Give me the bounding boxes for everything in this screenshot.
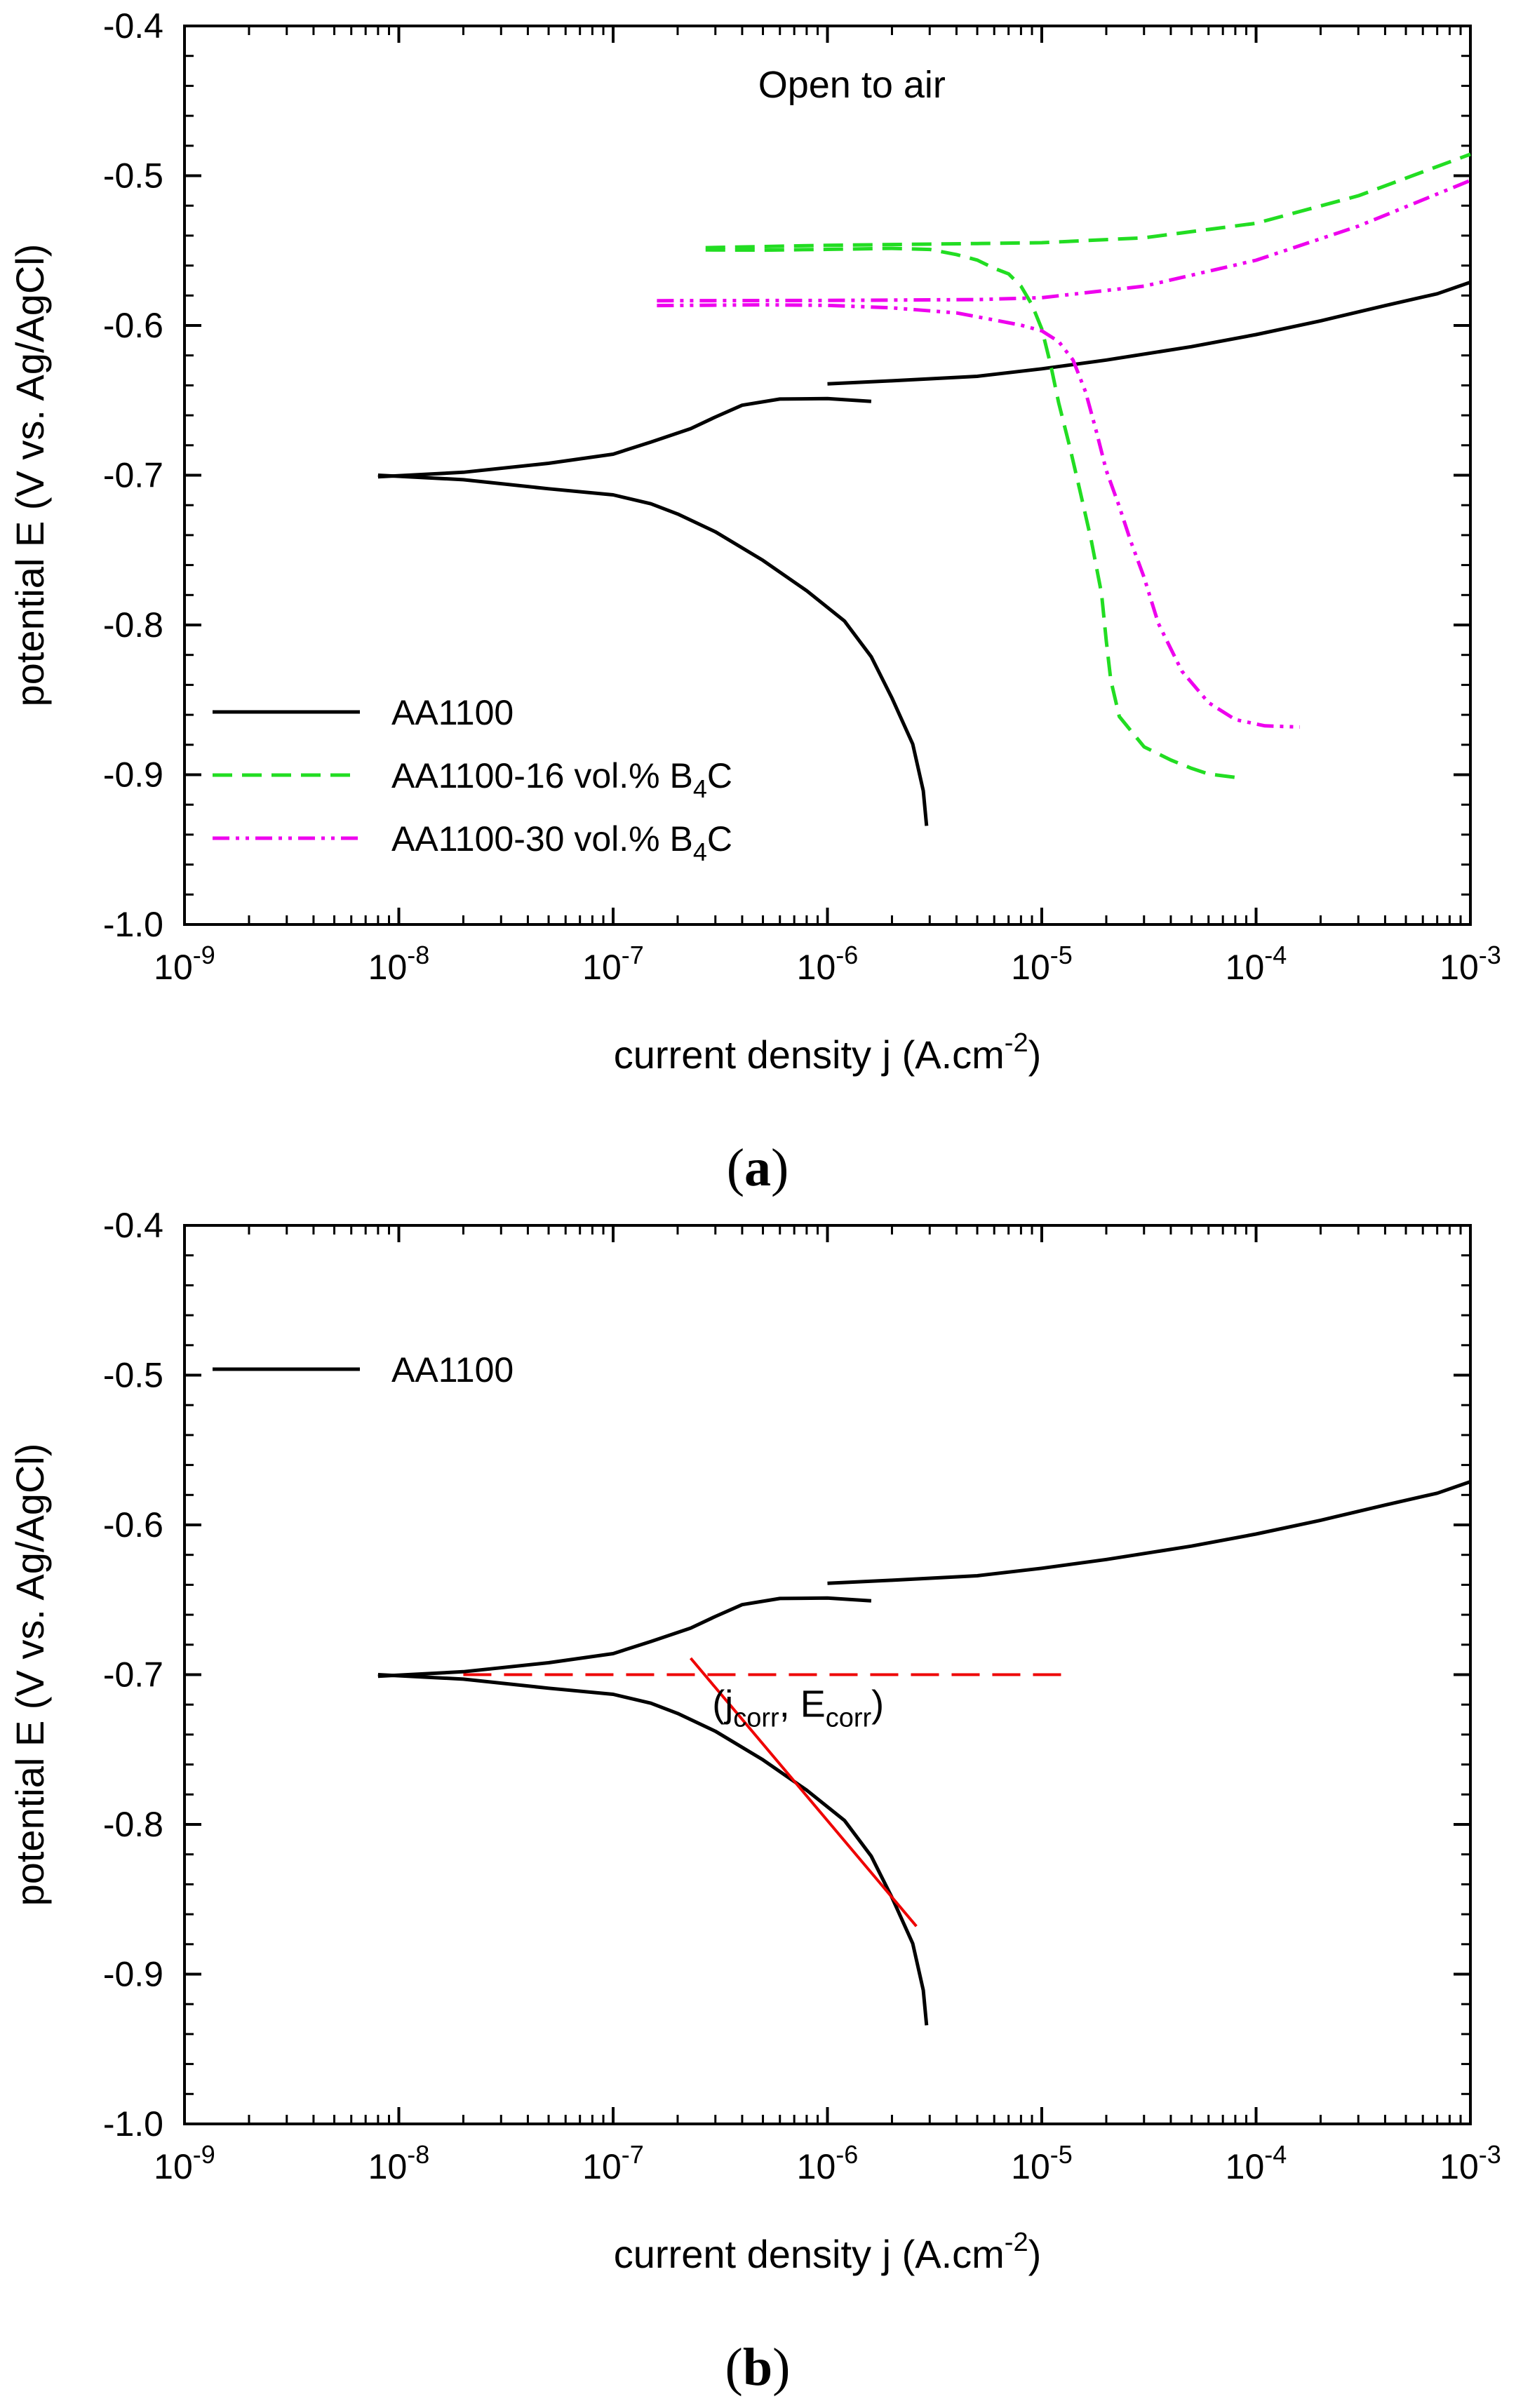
legend-entry-label: AA1100	[391, 1350, 514, 1390]
chart-panel-b: 10-9 10-8 10-7 10-6 10-5 10-4 10-3 -1.0 -0.9 -0.8…	[8, 1206, 1501, 2397]
legend-entry-label: AA1100-16 vol.% B4C	[391, 756, 732, 803]
y-tick-label: -0.8	[103, 1805, 163, 1844]
x-tick-label: 10-6	[797, 941, 859, 987]
x-tick-label: 10-3	[1440, 2140, 1501, 2186]
series-line-0-branch-2	[827, 281, 1471, 386]
guide-line-1	[689, 1657, 918, 1928]
y-axis-title: potential E (V vs. Ag/AgCl)	[8, 1444, 52, 1906]
x-tick-label: 10-4	[1226, 2140, 1287, 2186]
y-tick-label: -0.4	[103, 1206, 163, 1245]
annotation-open-to-air: Open to air	[758, 64, 946, 106]
x-tick-label: 10-7	[582, 2140, 644, 2186]
x-tick-label: 10-8	[368, 941, 430, 987]
y-tick-label: -0.9	[103, 1955, 163, 1994]
y-tick-label: -0.9	[103, 755, 163, 795]
x-tick-label: 10-4	[1226, 941, 1287, 987]
x-tick-label: 10-8	[368, 2140, 430, 2186]
series-line-0-branch-1	[377, 396, 872, 479]
y-tick-label: -1.0	[103, 905, 163, 944]
x-tick-label: 10-9	[154, 941, 215, 987]
chart-panel-a: 10-9 10-8 10-7 10-6 10-5 10-4 10-3 -1.0 -0.9 -0.8…	[8, 6, 1501, 1197]
y-tick-label: -1.0	[103, 2104, 163, 2144]
x-tick-label: 10-6	[797, 2140, 859, 2186]
panel-label: (b)	[725, 2338, 791, 2397]
y-tick-label: -0.7	[103, 456, 163, 495]
series-1	[705, 152, 1471, 779]
y-tick-label: -0.8	[103, 605, 163, 645]
series-line-2-branch-0	[657, 303, 1300, 729]
series-0	[377, 281, 1471, 826]
series-line-1-branch-0	[705, 246, 1236, 779]
y-tick-label: -0.5	[103, 156, 163, 196]
x-tick-label: 10-5	[1011, 2140, 1073, 2186]
legend-entry-label: AA1100	[391, 693, 514, 732]
plot-frame	[183, 25, 1472, 926]
x-axis-title: current density j (A.cm-2)	[614, 2228, 1042, 2276]
y-tick-label: -0.6	[103, 306, 163, 345]
series-0	[377, 1480, 1471, 2026]
x-axis-title: current density j (A.cm-2)	[614, 1028, 1042, 1077]
y-tick-label: -0.4	[103, 6, 163, 46]
y-tick-label: -0.7	[103, 1655, 163, 1695]
y-tick-label: -0.6	[103, 1505, 163, 1545]
series-line-2-branch-1	[657, 178, 1471, 303]
series-line-0-branch-0	[377, 473, 929, 826]
series-line-0-branch-0	[377, 1673, 929, 2026]
x-tick-label: 10-9	[154, 2140, 215, 2186]
legend-entry-label: AA1100-30 vol.% B4C	[391, 819, 732, 866]
plot-frame	[183, 1224, 1472, 2125]
x-tick-label: 10-3	[1440, 941, 1501, 987]
panel-label: (a)	[727, 1138, 789, 1197]
series-line-0-branch-2	[827, 1480, 1471, 1585]
series-line-1-branch-1	[705, 152, 1471, 250]
y-axis-title: potential E (V vs. Ag/AgCl)	[8, 244, 52, 707]
series-line-0-branch-1	[377, 1596, 872, 1679]
x-tick-label: 10-5	[1011, 941, 1073, 987]
annotation-jcorr-ecorr: (jcorr, Ecorr)	[712, 1683, 884, 1733]
series-2	[657, 178, 1471, 729]
x-tick-label: 10-7	[582, 941, 644, 987]
y-tick-label: -0.5	[103, 1356, 163, 1395]
